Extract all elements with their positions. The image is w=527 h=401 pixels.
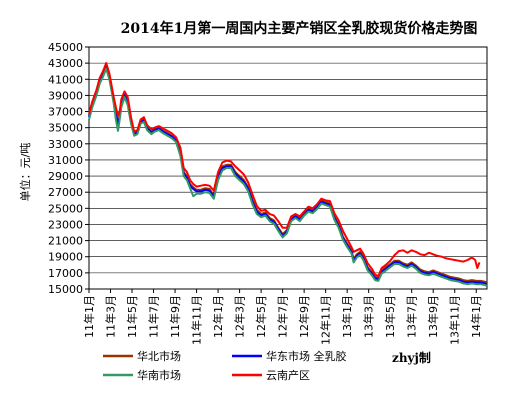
legend-label: 云南产区: [266, 368, 310, 382]
y-axis: 45000 43000 41000 39000 37000 35000 33000 31000…: [48, 41, 89, 296]
y-tick-label: 35000: [48, 122, 83, 135]
x-tick-label: 12年11月: [319, 295, 333, 345]
x-tick-label: 12年7月: [276, 295, 290, 338]
y-tick-label: 41000: [48, 73, 83, 86]
y-tick-label: 19000: [48, 251, 83, 264]
x-tick-label: 12年3月: [233, 295, 247, 338]
legend-label: 华北市场: [137, 349, 181, 363]
x-tick-label: 12年1月: [211, 295, 225, 338]
y-tick-label: 39000: [48, 89, 83, 102]
y-tick-label: 27000: [48, 186, 83, 199]
plot-area: [88, 46, 488, 290]
series-line-3: [88, 62, 481, 278]
x-tick-label: 11年9月: [168, 295, 182, 338]
x-tick-label: 11年5月: [125, 295, 139, 338]
x-tick-label: 11年7月: [147, 295, 161, 338]
x-tick-label: 13年5月: [383, 295, 397, 338]
chart-credit: zhyj制: [392, 350, 431, 365]
y-tick-label: 31000: [48, 154, 83, 167]
y-tick-label: 15000: [48, 283, 83, 296]
x-tick-label: 11年1月: [82, 295, 96, 338]
x-tick-label: 14年1月: [469, 295, 483, 338]
x-tick-label: 11年3月: [104, 295, 118, 338]
legend-label: 华南市场: [137, 368, 181, 382]
x-axis: 11年1月 11年3月 11年5月 11年7月 11年9月 11年11月 12年1月 12年3…: [82, 289, 483, 345]
y-tick-label: 37000: [48, 106, 83, 119]
y-tick-label: 25000: [48, 202, 83, 215]
y-tick-label: 33000: [48, 138, 83, 151]
y-tick-label: 45000: [48, 41, 83, 54]
x-tick-label: 13年3月: [362, 295, 376, 338]
x-tick-label: 13年9月: [426, 295, 440, 338]
x-tick-label: 13年1月: [340, 295, 354, 338]
x-tick-label: 12年5月: [254, 295, 268, 338]
y-tick-label: 29000: [48, 170, 83, 183]
grid: [89, 62, 487, 274]
y-tick-label: 21000: [48, 235, 83, 248]
x-tick-label: 12年9月: [297, 295, 311, 338]
x-tick-label: 13年7月: [405, 295, 419, 338]
y-axis-label: 单位：元/吨: [18, 143, 32, 202]
series-line-0: [88, 63, 488, 284]
x-tick-label: 13年11月: [448, 295, 462, 345]
series-line-1: [88, 65, 488, 286]
y-tick-label: 23000: [48, 218, 83, 231]
series-line-2: [88, 67, 488, 287]
series-group: [88, 62, 488, 287]
x-tick-label: 11年11月: [190, 295, 204, 345]
y-tick-label: 17000: [48, 267, 83, 280]
y-tick-label: 43000: [48, 57, 83, 70]
chart-title: 2014年1月第一周国内主要产销区全乳胶现货价格走势图: [121, 20, 478, 37]
legend-label: 华东市场 全乳胶: [266, 349, 347, 363]
